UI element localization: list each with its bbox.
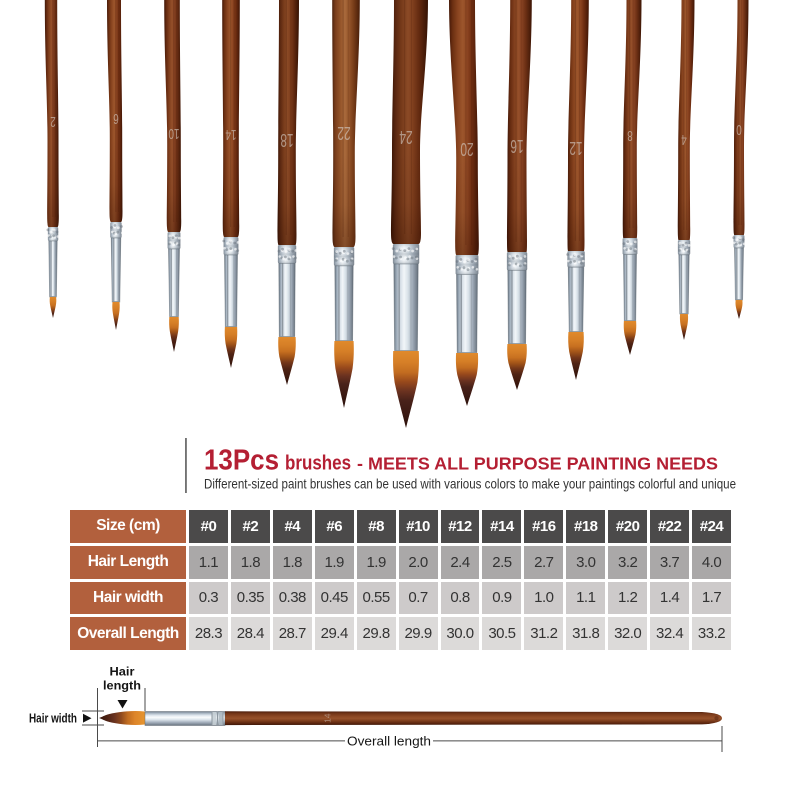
svg-text:Hair width: Hair width — [29, 711, 77, 725]
svg-text:14: 14 — [323, 713, 333, 723]
svg-text:4: 4 — [681, 131, 687, 148]
svg-text:22: 22 — [337, 123, 350, 143]
svg-text:Hair: Hair — [110, 665, 135, 679]
svg-text:6: 6 — [113, 110, 119, 127]
svg-text:20: 20 — [460, 139, 473, 159]
svg-text:2: 2 — [50, 113, 56, 130]
svg-text:14: 14 — [225, 126, 236, 143]
svg-text:brushes: brushes — [285, 451, 351, 474]
svg-text:- MEETS ALL PURPOSE PAINTING N: - MEETS ALL PURPOSE PAINTING NEEDS — [357, 453, 718, 473]
svg-text:13Pcs: 13Pcs — [204, 444, 279, 476]
svg-text:18: 18 — [280, 130, 293, 150]
svg-text:12: 12 — [569, 138, 582, 158]
svg-text:0: 0 — [736, 121, 742, 138]
svg-text:Overall length: Overall length — [347, 733, 431, 748]
svg-text:24: 24 — [399, 127, 412, 147]
svg-text:length: length — [103, 679, 141, 693]
svg-text:8: 8 — [627, 127, 633, 144]
svg-text:Different-sized paint brushes: Different-sized paint brushes can be use… — [204, 477, 736, 492]
svg-text:10: 10 — [168, 125, 179, 142]
svg-text:16: 16 — [510, 136, 523, 156]
